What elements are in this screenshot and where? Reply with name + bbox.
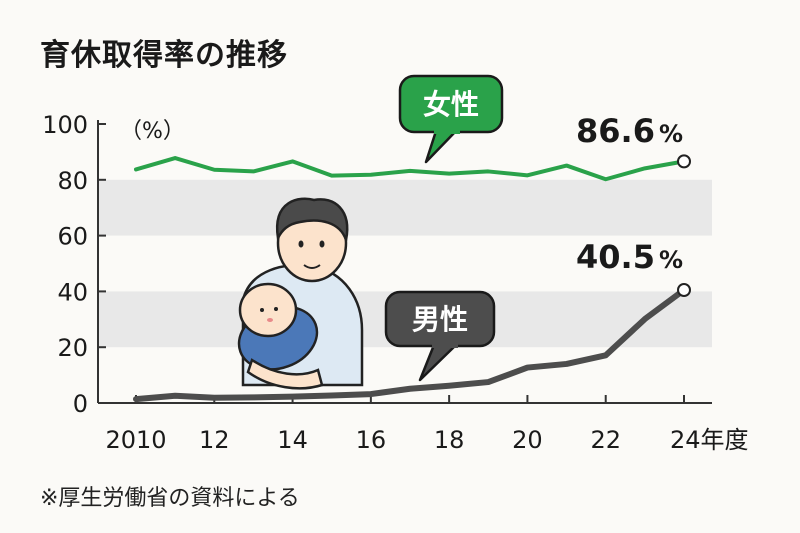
father-baby-illustration — [237, 197, 364, 390]
x-tick-label: 14 — [277, 426, 308, 454]
x-tick-label: 16 — [356, 426, 387, 454]
series-tag-male: 男性 — [384, 290, 496, 382]
x-tick-label: 22 — [590, 426, 621, 454]
end-value-female: 86.6 — [576, 112, 655, 150]
y-tick-label: 20 — [57, 334, 88, 362]
x-tick-label: 20 — [512, 426, 543, 454]
series-tag-female: 女性 — [398, 74, 504, 164]
x-tick-label: 24年度 — [670, 426, 749, 454]
y-tick-label: 60 — [57, 223, 88, 251]
x-tick-labels: 2010 12 14 16 18 20 22 24年度 — [105, 426, 748, 454]
series-lines — [133, 156, 687, 403]
end-label-female: 86.6% — [576, 112, 683, 150]
end-label-male: 40.5% — [576, 238, 683, 276]
chart-title: 育休取得率の推移 — [40, 38, 288, 73]
end-marker-0 — [677, 154, 691, 169]
source-note: ※厚生労働省の資料による — [40, 486, 300, 511]
series-line-0 — [134, 156, 686, 182]
y-tick-label: 80 — [57, 167, 88, 195]
end-value-male: 40.5 — [576, 238, 655, 276]
y-tick-label: 100 — [42, 111, 88, 139]
grid-band-1 — [98, 179, 712, 236]
end-unit-male: % — [659, 246, 683, 274]
x-tick-label: 2010 — [105, 426, 166, 454]
axis-lines — [97, 120, 712, 404]
series-tag-male-label: 男性 — [412, 303, 468, 336]
x-tick-label: 12 — [199, 426, 230, 454]
y-tick-labels: 0 20 40 60 80 100 — [42, 111, 88, 418]
y-tick-label: 40 — [57, 278, 88, 306]
end-markers — [677, 154, 691, 298]
x-tick-label: 18 — [434, 426, 465, 454]
series-tag-female-label: 女性 — [423, 88, 479, 121]
end-unit-female: % — [659, 120, 683, 148]
end-marker-1 — [677, 283, 691, 298]
y-axis-unit: （%） — [120, 119, 185, 144]
y-tick-label: 0 — [73, 390, 88, 418]
series-line-1 — [133, 287, 687, 403]
